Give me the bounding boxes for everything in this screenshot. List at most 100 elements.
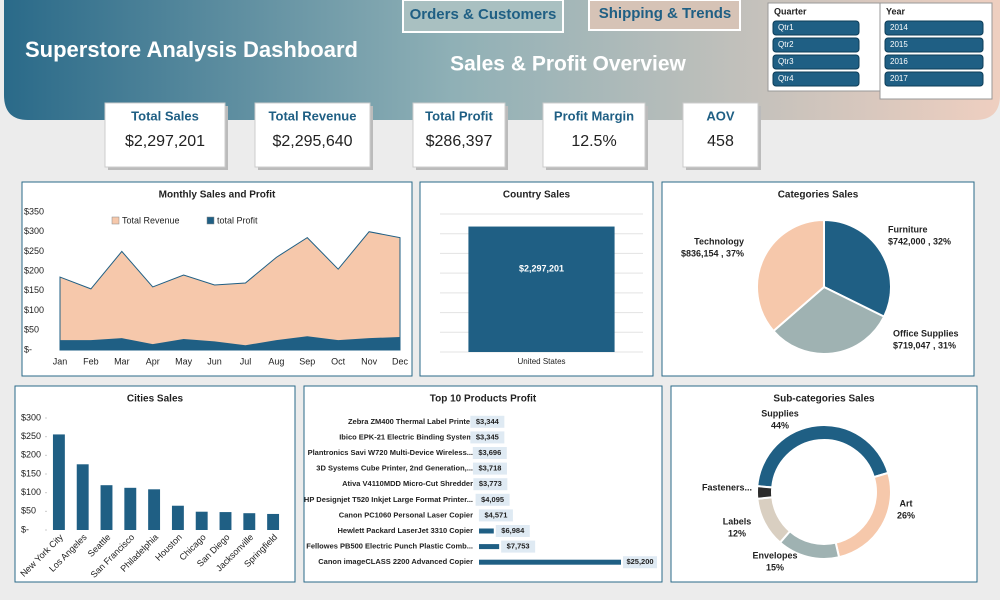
- bar: [76, 464, 89, 530]
- slice-label: Art: [900, 498, 913, 508]
- slicer-item[interactable]: [772, 71, 860, 87]
- kpi-value: $2,295,640: [272, 133, 352, 150]
- slicer-item-label[interactable]: Qtr1: [778, 23, 794, 32]
- x-tick-label: Jan: [53, 356, 68, 366]
- kpi-label: Profit Margin: [554, 108, 634, 123]
- data-label-bg: [470, 431, 505, 444]
- slicer-item-label[interactable]: Qtr3: [778, 57, 794, 66]
- y-tick-label: $350: [24, 206, 44, 216]
- data-label-bg: [470, 415, 505, 428]
- data-label: $25,200: [626, 557, 653, 566]
- y-tick-label: Canon imageCLASS 2200 Advanced Copier: [318, 557, 473, 566]
- y-tick-label: Canon PC1060 Personal Laser Copier: [339, 510, 473, 519]
- data-label: $3,345: [476, 432, 499, 441]
- slicer-title: Year: [886, 6, 906, 16]
- data-label: $3,344: [476, 417, 500, 426]
- slicer-item-label[interactable]: 2017: [890, 74, 908, 83]
- slicer-item-label[interactable]: Qtr2: [778, 40, 794, 49]
- x-tick-label: Jul: [240, 356, 252, 366]
- data-label: $6,984: [501, 526, 525, 535]
- slice-label: Office Supplies: [893, 328, 959, 338]
- y-tick-label: $250: [21, 431, 41, 441]
- data-label-bg: [472, 462, 507, 475]
- bar: [479, 544, 500, 550]
- kpi-label: Total Revenue: [269, 108, 357, 123]
- y-tick-label: 3D Systems Cube Printer, 2nd Generation,…: [316, 464, 473, 473]
- slicer-item-label[interactable]: 2014: [890, 23, 908, 32]
- data-label: $4,095: [481, 495, 504, 504]
- chart-title: Top 10 Products Profit: [430, 394, 537, 405]
- slicer-item[interactable]: [884, 54, 984, 70]
- slice-label: Supplies: [761, 408, 799, 418]
- bar: [195, 511, 208, 530]
- nav-button[interactable]: [588, 0, 741, 31]
- data-label: $742,000 , 32%: [888, 236, 951, 246]
- bar: [267, 513, 280, 530]
- x-tick-label: Apr: [146, 356, 160, 366]
- kpi-value: $2,297,201: [125, 133, 205, 150]
- slicer-item[interactable]: [772, 20, 860, 36]
- y-tick-label: $300: [24, 226, 44, 236]
- bar: [219, 512, 232, 530]
- y-tick-label: Plantronics Savi W720 Multi-Device Wirel…: [308, 448, 473, 457]
- slice-label: Labels: [723, 516, 752, 526]
- pie-slice: [772, 285, 886, 355]
- slicer-item[interactable]: [884, 20, 984, 36]
- kpi-label: Total Profit: [425, 108, 493, 123]
- bar: [171, 505, 184, 530]
- x-tick-label: Sep: [299, 356, 315, 366]
- y-tick-label: $150: [21, 468, 41, 478]
- data-label: 15%: [766, 562, 784, 572]
- slicer-item[interactable]: [772, 37, 860, 53]
- slicer-item[interactable]: [772, 54, 860, 70]
- data-label: 44%: [771, 420, 789, 430]
- slicer-item-label[interactable]: 2016: [890, 57, 908, 66]
- bar: [124, 487, 137, 530]
- y-tick-label: $300: [21, 412, 41, 422]
- slice-label: Technology: [694, 236, 744, 246]
- slice-label: Furniture: [888, 224, 928, 234]
- data-label: $719,047 , 31%: [893, 340, 956, 350]
- y-tick-label: Fellowes PB500 Electric Punch Plastic Co…: [306, 542, 473, 551]
- y-tick-label: $250: [24, 246, 44, 256]
- y-tick-label: $100: [21, 487, 41, 497]
- header-band: [4, 0, 1000, 120]
- y-tick-label: Hewlett Packard LaserJet 3310 Copier: [338, 526, 474, 535]
- kpi-value: $286,397: [426, 133, 493, 150]
- data-label: $3,773: [479, 479, 502, 488]
- bar: [243, 513, 256, 530]
- y-tick-label: $-: [24, 344, 32, 354]
- slicer-item-label[interactable]: 2015: [890, 40, 908, 49]
- x-tick-label: Mar: [114, 356, 130, 366]
- y-tick-label: $50: [24, 325, 39, 335]
- data-label: $2,297,201: [519, 264, 564, 274]
- data-label: $7,753: [507, 542, 530, 551]
- bar: [52, 434, 65, 530]
- x-tick-label: Aug: [268, 356, 284, 366]
- slice-label: Fasteners...: [702, 482, 752, 492]
- y-tick-label: $-: [21, 524, 29, 534]
- x-tick-label: Feb: [83, 356, 99, 366]
- bar: [468, 226, 615, 352]
- content: Quarter Qtr1 Qtr2 Qtr3 Qtr4 Year 2014 2015 2016 2…: [14, 2, 993, 583]
- nav-button[interactable]: [402, 0, 564, 33]
- slicer-title: Quarter: [774, 6, 807, 16]
- data-label: $3,718: [478, 464, 501, 473]
- area: [59, 231, 401, 351]
- slicer-item-label[interactable]: Qtr4: [778, 74, 794, 83]
- data-label: 12%: [728, 528, 746, 538]
- nav-button-label[interactable]: Orders & Customers: [410, 6, 557, 23]
- legend-label: total Profit: [217, 215, 258, 225]
- chart-title: Monthly Sales and Profit: [159, 190, 276, 201]
- kpi-value: 458: [707, 133, 734, 150]
- y-tick-label: $200: [21, 450, 41, 460]
- kpi-card: [682, 102, 759, 168]
- slicer-item[interactable]: [884, 37, 984, 53]
- data-label: $836,154 , 37%: [681, 248, 744, 258]
- header-title: Superstore Analysis Dashboard: [25, 37, 358, 62]
- nav-button-label[interactable]: Shipping & Trends: [599, 5, 732, 22]
- data-label: $3,696: [478, 448, 501, 457]
- data-label-bg: [475, 493, 510, 506]
- slicer-item[interactable]: [884, 71, 984, 87]
